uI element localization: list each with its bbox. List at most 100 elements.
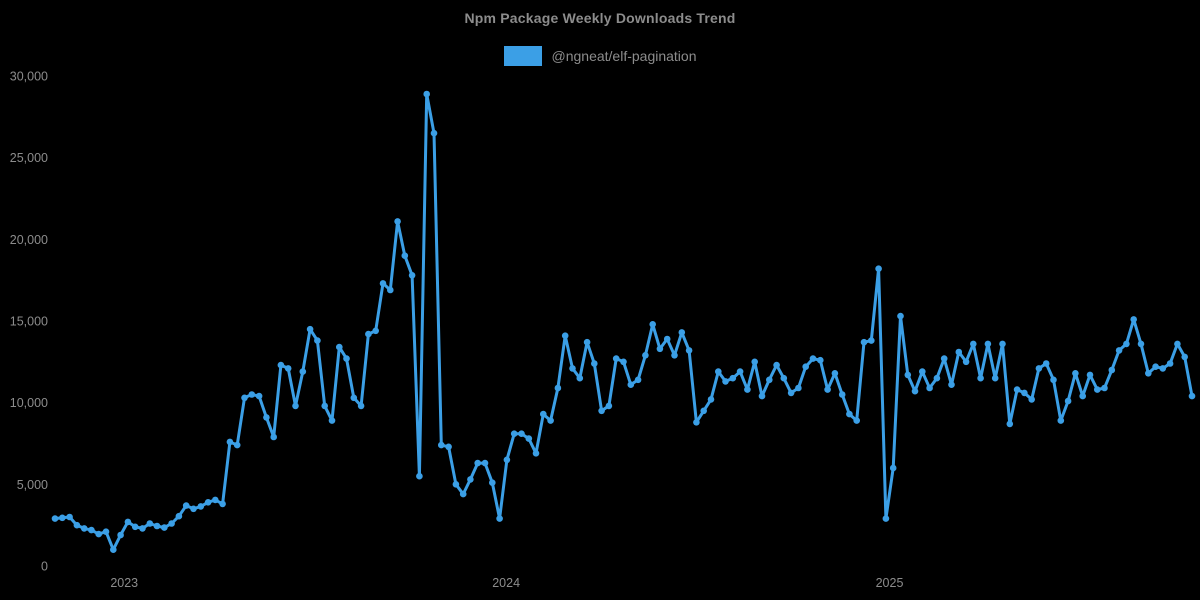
data-point[interactable] bbox=[481, 459, 489, 467]
data-point[interactable] bbox=[394, 218, 401, 225]
data-point[interactable] bbox=[612, 355, 620, 362]
data-point[interactable] bbox=[532, 450, 540, 457]
data-point[interactable] bbox=[306, 325, 314, 333]
data-point[interactable] bbox=[124, 518, 132, 526]
data-point[interactable] bbox=[817, 356, 824, 364]
data-point[interactable] bbox=[1064, 397, 1072, 405]
data-point[interactable] bbox=[314, 337, 321, 344]
data-point[interactable] bbox=[911, 387, 919, 395]
data-point[interactable] bbox=[671, 352, 678, 359]
data-point[interactable] bbox=[802, 363, 809, 371]
data-point[interactable] bbox=[955, 348, 963, 356]
data-point[interactable] bbox=[212, 496, 219, 504]
data-point[interactable] bbox=[1145, 370, 1152, 377]
data-point[interactable] bbox=[809, 355, 817, 362]
data-point[interactable] bbox=[372, 327, 380, 335]
data-point[interactable] bbox=[438, 441, 445, 449]
data-point[interactable] bbox=[540, 410, 547, 418]
data-point[interactable] bbox=[496, 515, 503, 522]
data-point[interactable] bbox=[401, 252, 409, 259]
data-point[interactable] bbox=[977, 374, 984, 382]
data-point[interactable] bbox=[263, 414, 270, 421]
data-point[interactable] bbox=[168, 520, 175, 527]
data-point[interactable] bbox=[1042, 360, 1050, 367]
data-point[interactable] bbox=[991, 374, 999, 382]
data-point[interactable] bbox=[561, 332, 569, 340]
data-point[interactable] bbox=[853, 417, 860, 424]
data-point[interactable] bbox=[59, 514, 66, 522]
data-point[interactable] bbox=[110, 546, 117, 553]
data-point[interactable] bbox=[226, 438, 234, 446]
data-point[interactable] bbox=[357, 402, 365, 410]
data-point[interactable] bbox=[474, 459, 482, 467]
data-point[interactable] bbox=[663, 335, 671, 343]
data-point[interactable] bbox=[882, 515, 890, 522]
data-point[interactable] bbox=[1028, 396, 1035, 403]
data-point[interactable] bbox=[255, 392, 263, 400]
data-point[interactable] bbox=[248, 391, 256, 398]
data-point[interactable] bbox=[707, 396, 715, 403]
data-point[interactable] bbox=[984, 340, 992, 348]
data-point[interactable] bbox=[445, 443, 452, 451]
data-point[interactable] bbox=[219, 500, 226, 508]
data-point[interactable] bbox=[1094, 386, 1101, 393]
data-point[interactable] bbox=[1181, 353, 1188, 361]
data-point[interactable] bbox=[554, 384, 562, 392]
data-point[interactable] bbox=[503, 456, 511, 464]
data-point[interactable] bbox=[204, 499, 212, 506]
data-point[interactable] bbox=[889, 464, 897, 472]
data-point[interactable] bbox=[299, 368, 307, 375]
data-point[interactable] bbox=[117, 531, 124, 539]
data-point[interactable] bbox=[1188, 392, 1196, 400]
data-point[interactable] bbox=[722, 378, 729, 385]
data-point[interactable] bbox=[51, 515, 59, 522]
data-point[interactable] bbox=[190, 505, 197, 513]
data-point[interactable] bbox=[838, 391, 846, 398]
data-point[interactable] bbox=[919, 368, 926, 375]
data-point[interactable] bbox=[634, 376, 642, 384]
data-point[interactable] bbox=[459, 490, 467, 498]
data-point[interactable] bbox=[153, 522, 161, 530]
data-point[interactable] bbox=[831, 370, 839, 377]
data-point[interactable] bbox=[489, 479, 496, 487]
data-point[interactable] bbox=[270, 433, 278, 441]
data-point[interactable] bbox=[1108, 366, 1116, 374]
data-point[interactable] bbox=[766, 376, 773, 384]
data-point[interactable] bbox=[379, 280, 387, 287]
data-point[interactable] bbox=[940, 355, 948, 362]
data-point[interactable] bbox=[292, 402, 299, 410]
data-point[interactable] bbox=[233, 441, 241, 449]
data-point[interactable] bbox=[736, 368, 744, 375]
data-point[interactable] bbox=[933, 374, 941, 382]
data-point[interactable] bbox=[875, 265, 882, 273]
data-point[interactable] bbox=[569, 365, 576, 372]
data-point[interactable] bbox=[510, 430, 518, 438]
data-point[interactable] bbox=[336, 343, 343, 351]
data-point[interactable] bbox=[1159, 365, 1167, 372]
data-point[interactable] bbox=[649, 321, 656, 328]
data-point[interactable] bbox=[146, 520, 154, 527]
data-point[interactable] bbox=[350, 394, 358, 402]
data-point[interactable] bbox=[139, 525, 146, 532]
data-point[interactable] bbox=[1072, 370, 1079, 377]
data-point[interactable] bbox=[1123, 340, 1130, 348]
data-point[interactable] bbox=[1137, 340, 1145, 348]
data-point[interactable] bbox=[693, 419, 700, 426]
data-point[interactable] bbox=[780, 374, 788, 382]
data-point[interactable] bbox=[1115, 347, 1123, 354]
data-point[interactable] bbox=[387, 286, 394, 294]
data-point[interactable] bbox=[73, 521, 81, 529]
data-point[interactable] bbox=[627, 381, 635, 389]
data-point[interactable] bbox=[700, 407, 707, 415]
data-point[interactable] bbox=[583, 338, 591, 346]
data-point[interactable] bbox=[926, 384, 933, 392]
data-point[interactable] bbox=[365, 330, 372, 338]
data-point[interactable] bbox=[80, 525, 88, 532]
data-point[interactable] bbox=[321, 402, 329, 410]
data-point[interactable] bbox=[773, 361, 780, 369]
data-point[interactable] bbox=[66, 513, 73, 521]
series-line[interactable] bbox=[53, 92, 1194, 552]
data-point[interactable] bbox=[678, 329, 686, 336]
data-point[interactable] bbox=[416, 472, 423, 480]
data-point[interactable] bbox=[175, 512, 183, 520]
